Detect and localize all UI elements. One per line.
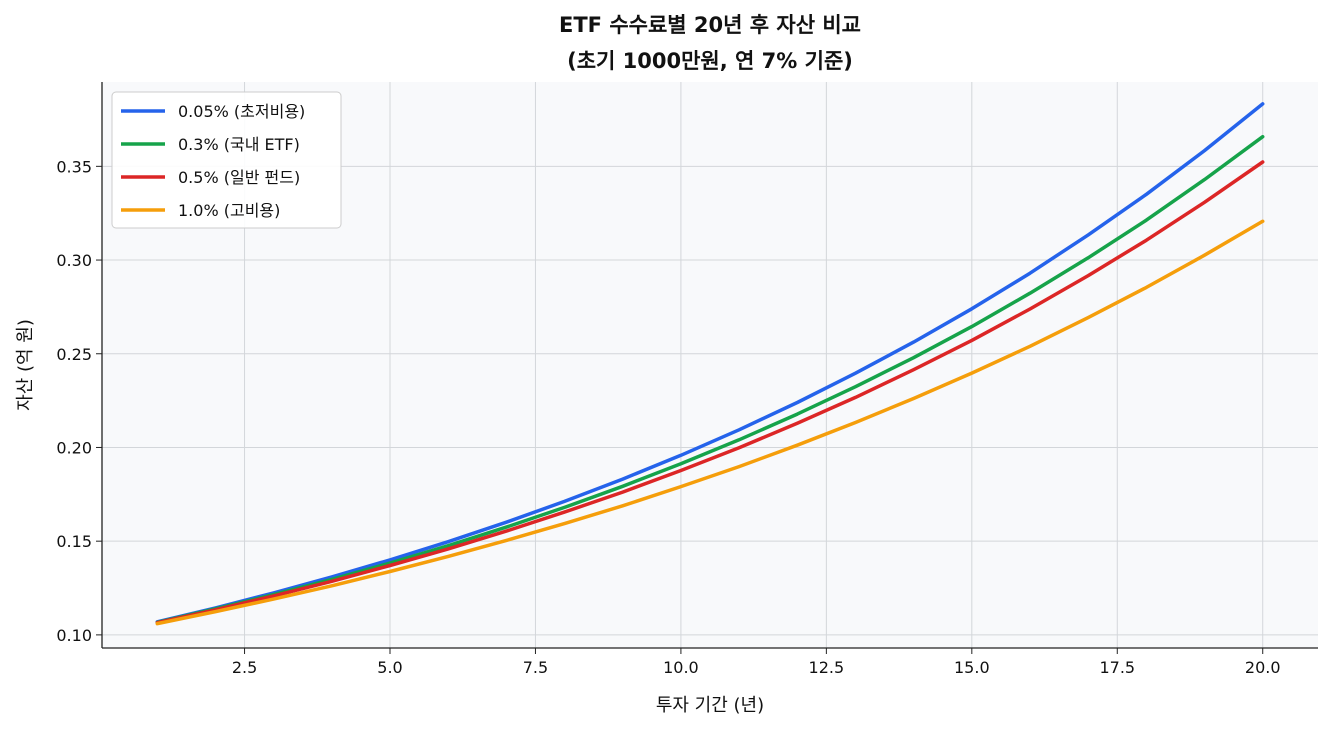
y-tick-label: 0.35 <box>56 157 92 176</box>
y-ticks: 0.10 0.15 0.20 0.25 0.30 0.35 <box>56 157 102 645</box>
legend-box <box>111 91 342 229</box>
y-tick-label: 0.10 <box>56 626 92 645</box>
series-lines <box>155 102 1265 626</box>
chart-title-line1: ETF 수수료별 20년 후 자산 비교 <box>559 13 861 37</box>
y-tick-label: 0.30 <box>56 251 92 270</box>
x-tick-label: 15.0 <box>954 658 990 677</box>
legend-label-0: 0.05% (초저비용) <box>178 102 305 121</box>
x-tick-label: 5.0 <box>377 658 402 677</box>
legend-label-1: 0.3% (국내 ETF) <box>178 135 300 154</box>
chart-title-line2: (초기 1000만원, 연 7% 기준) <box>567 49 853 73</box>
x-tick-label: 7.5 <box>523 658 548 677</box>
series-line-3 <box>155 219 1265 626</box>
x-ticks: 2.5 5.0 7.5 10.0 12.5 15.0 17.5 20.0 <box>232 648 1281 677</box>
y-tick-label: 0.20 <box>56 438 92 457</box>
series-line-0 <box>155 102 1265 624</box>
series-line-1 <box>155 134 1265 625</box>
series-line-2 <box>155 160 1265 625</box>
legend-label-2: 0.5% (일반 펀드) <box>178 168 300 187</box>
x-tick-label: 17.5 <box>1099 658 1135 677</box>
x-axis-label: 투자 기간 (년) <box>656 695 764 716</box>
grid-lines <box>102 82 1318 648</box>
y-tick-label: 0.15 <box>56 532 92 551</box>
legend-label-3: 1.0% (고비용) <box>178 201 280 220</box>
x-tick-label: 20.0 <box>1245 658 1281 677</box>
y-tick-label: 0.25 <box>56 345 92 364</box>
y-axis-label: 자산 (억 원) <box>15 319 36 411</box>
x-tick-label: 12.5 <box>809 658 845 677</box>
x-tick-label: 2.5 <box>232 658 257 677</box>
x-tick-label: 10.0 <box>663 658 699 677</box>
legend: 0.05% (초저비용) 0.3% (국내 ETF) 0.5% (일반 펀드) 1.0… <box>111 91 342 229</box>
